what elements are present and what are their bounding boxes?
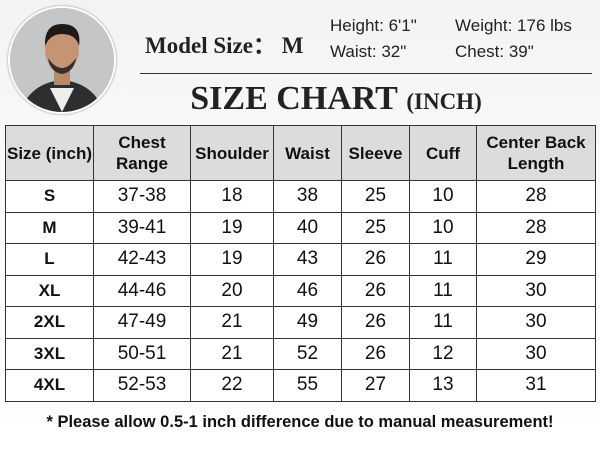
table-cell: 18 bbox=[190, 180, 274, 213]
table-cell: 10 bbox=[409, 211, 477, 244]
table-row: L 42-43 19 43 26 11 29 bbox=[5, 243, 596, 276]
table-row: 4XL 52-53 22 55 27 13 31 bbox=[5, 369, 596, 402]
table-cell: 21 bbox=[190, 337, 274, 370]
table-cell: 26 bbox=[341, 337, 410, 370]
table-cell: 46 bbox=[273, 274, 342, 307]
table-cell: 11 bbox=[409, 306, 477, 339]
table-cell: 10 bbox=[409, 180, 477, 213]
table-cell: 49 bbox=[273, 306, 342, 339]
table-cell: 11 bbox=[409, 274, 477, 307]
column-header: Sleeve bbox=[341, 125, 410, 181]
size-table: Size (inch) Chest Range Shoulder Waist Sleev… bbox=[5, 125, 596, 402]
stat: Chest: 39" bbox=[455, 42, 534, 61]
table-cell: 25 bbox=[341, 211, 410, 244]
table-row: S 37-38 18 38 25 10 28 bbox=[5, 180, 596, 213]
column-header: Waist bbox=[273, 125, 342, 181]
column-header: Shoulder bbox=[190, 125, 274, 181]
table-cell: 25 bbox=[341, 180, 410, 213]
footer-note: * Please allow 0.5-1 inch difference due… bbox=[46, 413, 554, 431]
table-cell: 29 bbox=[476, 243, 596, 276]
table-cell: 26 bbox=[341, 274, 410, 307]
table-cell: 50-51 bbox=[93, 337, 191, 370]
divider bbox=[140, 73, 592, 74]
model-photo bbox=[8, 6, 116, 114]
table-cell: 27 bbox=[341, 369, 410, 402]
table-cell: 26 bbox=[341, 243, 410, 276]
table-cell: 30 bbox=[476, 274, 596, 307]
table-cell: 19 bbox=[190, 243, 274, 276]
table-cell: 52-53 bbox=[93, 369, 191, 402]
table-cell: 30 bbox=[476, 337, 596, 370]
table-cell: 20 bbox=[190, 274, 274, 307]
table-row: M 39-41 19 40 25 10 28 bbox=[5, 211, 596, 244]
title: SIZE CHART (INCH) bbox=[0, 80, 600, 118]
table-cell: 42-43 bbox=[93, 243, 191, 276]
stat: Weight: 176 lbs bbox=[455, 16, 572, 35]
column-header: Cuff bbox=[409, 125, 477, 181]
table-cell: 52 bbox=[273, 337, 342, 370]
table-cell: 40 bbox=[273, 211, 342, 244]
column-header: Center Back Length bbox=[476, 125, 596, 181]
header-row: Size (inch) Chest Range Shoulder Waist Sleev… bbox=[5, 125, 596, 181]
model-illustration bbox=[10, 8, 114, 112]
table-row: 2XL 47-49 21 49 26 11 30 bbox=[5, 306, 596, 339]
size-cell: M bbox=[5, 211, 94, 244]
table-cell: 43 bbox=[273, 243, 342, 276]
table-cell: 30 bbox=[476, 306, 596, 339]
title-unit: (INCH) bbox=[406, 89, 482, 114]
table-cell: 28 bbox=[476, 211, 596, 244]
size-cell: L bbox=[5, 243, 94, 276]
size-cell: S bbox=[5, 180, 94, 213]
column-header: Size (inch) bbox=[5, 125, 94, 181]
size-cell: 2XL bbox=[5, 306, 94, 339]
title-text: SIZE CHART bbox=[190, 80, 398, 117]
table-cell: 26 bbox=[341, 306, 410, 339]
table-row: 3XL 50-51 21 52 26 12 30 bbox=[5, 337, 596, 370]
table-cell: 37-38 bbox=[93, 180, 191, 213]
table-row: XL 44-46 20 46 26 11 30 bbox=[5, 274, 596, 307]
size-cell: 4XL bbox=[5, 369, 94, 402]
stat: Waist: 32" bbox=[330, 42, 407, 61]
column-header: Chest Range bbox=[93, 125, 191, 181]
table-cell: 44-46 bbox=[93, 274, 191, 307]
table-cell: 22 bbox=[190, 369, 274, 402]
model-size-value: M bbox=[281, 33, 304, 58]
table-cell: 55 bbox=[273, 369, 342, 402]
table-cell: 11 bbox=[409, 243, 477, 276]
table-body: S 37-38 18 38 25 10 28 M 39-41 19 40 25 10 28 L 42-43 19… bbox=[5, 180, 596, 402]
table-cell: 31 bbox=[476, 369, 596, 402]
size-cell: XL bbox=[5, 274, 94, 307]
stat: Height: 6'1" bbox=[330, 16, 417, 35]
table-cell: 39-41 bbox=[93, 211, 191, 244]
model-size: Model Size： M bbox=[145, 26, 303, 60]
model-size-label: Model Size： bbox=[145, 33, 276, 58]
table-cell: 47-49 bbox=[93, 306, 191, 339]
table-cell: 21 bbox=[190, 306, 274, 339]
table-cell: 19 bbox=[190, 211, 274, 244]
table-cell: 38 bbox=[273, 180, 342, 213]
size-cell: 3XL bbox=[5, 337, 94, 370]
table-cell: 28 bbox=[476, 180, 596, 213]
table-cell: 13 bbox=[409, 369, 477, 402]
table-cell: 12 bbox=[409, 337, 477, 370]
